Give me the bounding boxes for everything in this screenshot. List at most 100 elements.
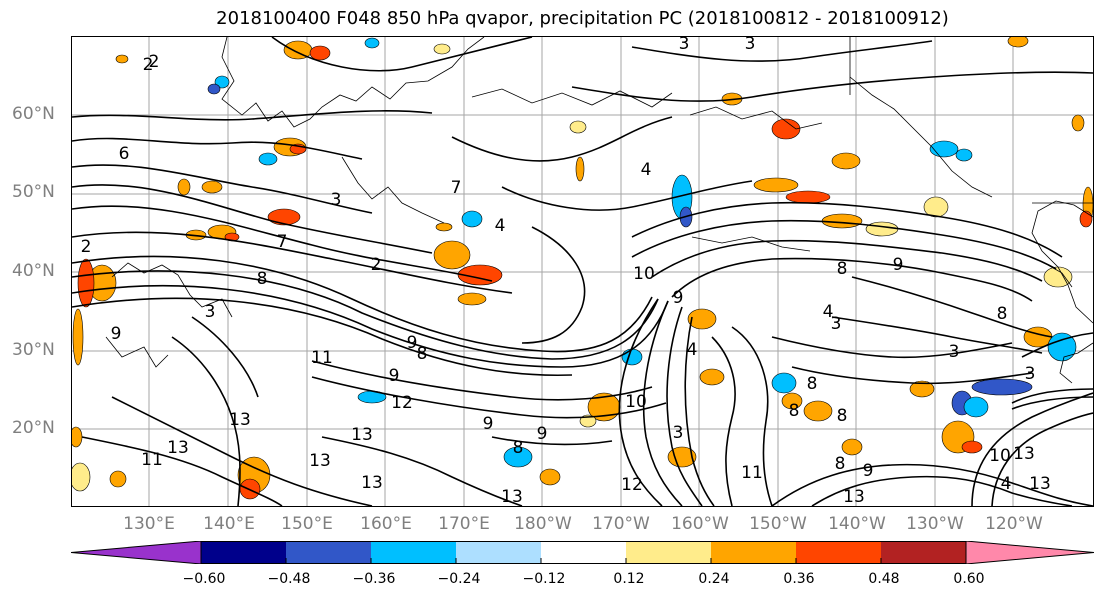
- contour-label: 3: [745, 37, 756, 54]
- lon-label-150w: 150°W: [749, 514, 807, 534]
- contour-line: [618, 298, 663, 506]
- precip-patch: [433, 43, 451, 55]
- colorbar-swatch: [965, 541, 1094, 564]
- contour-line: [851, 276, 1053, 338]
- contour-line: [642, 300, 683, 506]
- coastline: [691, 236, 811, 252]
- precip-patch: [667, 446, 697, 468]
- precip-patch: [699, 368, 725, 386]
- colorbar-swatch: [881, 541, 966, 564]
- contour-line: [631, 201, 1063, 258]
- colorbar-swatch: [626, 541, 711, 564]
- contour-label: 3: [331, 190, 342, 210]
- contour-line: [684, 316, 715, 506]
- lon-label-160w: 160°W: [671, 514, 729, 534]
- contour-label: 10: [989, 446, 1011, 466]
- contour-label: 3: [673, 423, 684, 443]
- contour-label: 7: [277, 232, 288, 252]
- contour-line: [311, 360, 653, 401]
- contour-label: 9: [407, 333, 418, 353]
- precip-patch: [961, 440, 983, 454]
- lon-label-170e: 170°E: [438, 514, 490, 534]
- contour-label: 2: [371, 255, 382, 275]
- precip-patch: [115, 54, 129, 64]
- contour-label: 10: [625, 392, 647, 412]
- contour-line: [651, 239, 1043, 282]
- contour-label: 12: [621, 475, 643, 495]
- precip-patch: [821, 213, 863, 229]
- contour-label: 8: [789, 401, 800, 421]
- colorbar-swatch: [711, 541, 796, 564]
- contour-line: [171, 336, 241, 506]
- contour-label: 8: [837, 406, 848, 426]
- precip-patch: [72, 462, 91, 492]
- coastline: [105, 336, 169, 368]
- colorbar-tick-label: 0.48: [868, 571, 900, 587]
- contour-line: [666, 306, 703, 506]
- contour-line: [451, 116, 673, 162]
- contour-line: [72, 184, 433, 254]
- precip-patch: [214, 75, 230, 89]
- contour-label: 12: [391, 393, 413, 413]
- precip-patch: [785, 190, 831, 204]
- contour-line: [501, 180, 753, 211]
- coastlines: [105, 37, 1093, 384]
- colorbar-tick-label: −0.24: [437, 571, 481, 587]
- contour-label: 9: [863, 461, 874, 481]
- precip-patch: [1007, 37, 1029, 48]
- contour-label: 4: [641, 160, 652, 180]
- contour-label: 9: [537, 424, 548, 444]
- precip-patch: [781, 392, 803, 410]
- colorbar-tick-label: 0.36: [783, 571, 815, 587]
- contour-label: 13: [1013, 444, 1035, 464]
- contour-line: [1011, 396, 1093, 410]
- precip-patch: [77, 258, 95, 308]
- precip-patch: [503, 446, 533, 468]
- contour-line: [72, 255, 653, 353]
- contour-label: 3: [949, 342, 960, 362]
- contour-label: 13: [843, 487, 865, 506]
- contour-line: [671, 257, 1033, 302]
- contour-label: 9: [673, 288, 684, 308]
- contour-line: [1021, 332, 1093, 358]
- contour-label: 2: [143, 55, 154, 75]
- contour-line: [72, 164, 373, 214]
- contour-label: 11: [741, 463, 763, 483]
- precip-patch: [841, 438, 863, 456]
- precip-patch: [1047, 332, 1077, 362]
- contour-label: 13: [1029, 474, 1051, 494]
- coastline: [689, 106, 823, 130]
- coastline: [849, 76, 993, 198]
- contour-line: [321, 436, 523, 506]
- precip-patch: [1071, 114, 1085, 132]
- contour-label: 8: [997, 304, 1008, 324]
- precip-patch: [771, 118, 801, 140]
- precip-patch: [1079, 210, 1093, 228]
- precip-patch: [955, 148, 973, 162]
- contour-label: 13: [501, 487, 523, 506]
- contour-line: [72, 231, 513, 294]
- precip-patch: [971, 378, 1033, 396]
- contour-line: [571, 71, 1093, 102]
- precip-patch: [575, 156, 585, 182]
- contour-line: [1011, 388, 1093, 404]
- precip-patch: [569, 120, 587, 134]
- contour-line: [491, 436, 613, 446]
- contour-line: [711, 336, 736, 506]
- colorbar-swatch: [286, 541, 371, 564]
- contour-label: 2: [81, 237, 92, 257]
- lon-label-120w: 120°W: [985, 514, 1043, 534]
- colorbar-swatch: [201, 541, 286, 564]
- coastline: [1059, 342, 1093, 384]
- lon-label-130e: 130°E: [123, 514, 175, 534]
- contour-line: [72, 270, 659, 360]
- colorbar-outline: [200, 541, 967, 564]
- contour-label: 8: [807, 374, 818, 394]
- contour-label: 13: [229, 410, 251, 430]
- contour-line: [771, 463, 1093, 506]
- precip-patch: [803, 400, 833, 422]
- precip-patch: [201, 180, 223, 194]
